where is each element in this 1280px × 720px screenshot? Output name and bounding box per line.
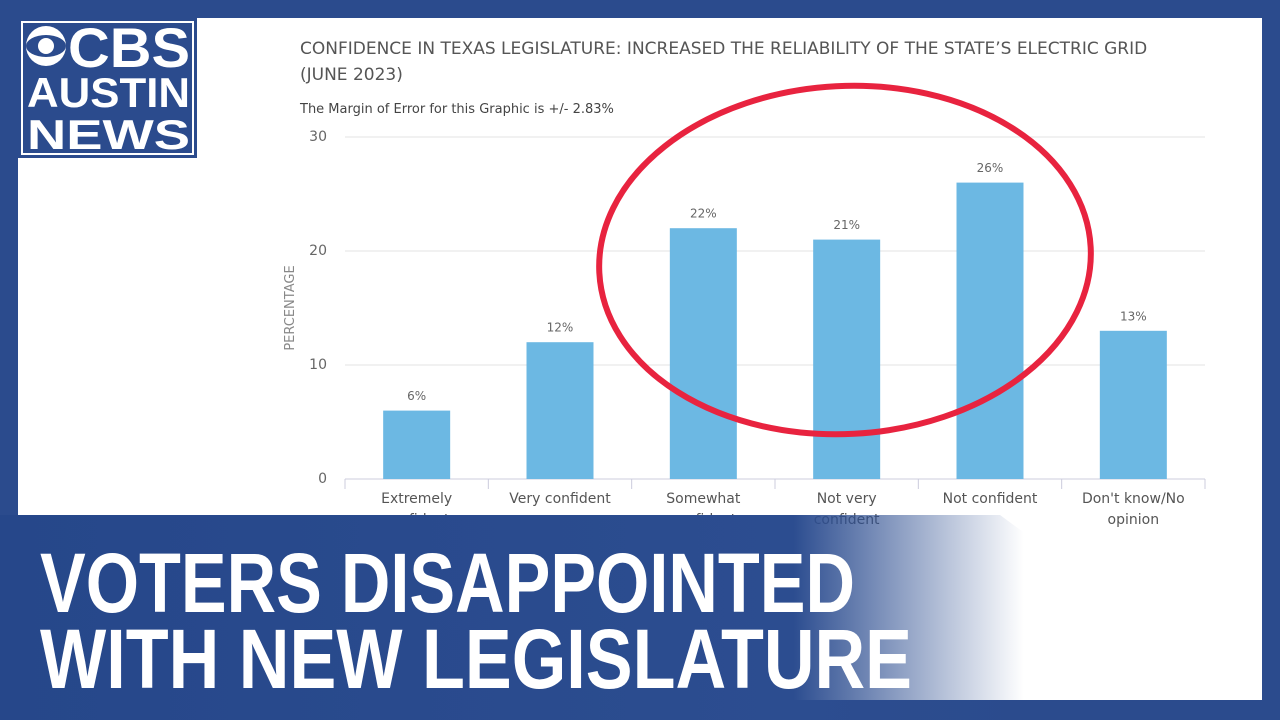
title-box: CONFIDENCE IN TEXAS LEGISLATURE: INCREAS… — [300, 39, 1148, 85]
y-tick-label: 30 — [309, 129, 327, 145]
value-label: 13% — [1120, 309, 1147, 323]
value-label: 12% — [547, 321, 574, 335]
bar — [526, 342, 594, 479]
logo-text: AUSTIN — [27, 69, 190, 116]
y-tick-label: 20 — [309, 243, 327, 259]
x-tick-label: Don't know/No opinion — [1081, 491, 1185, 528]
headline-line: WITH NEW LEGISLATURE — [40, 612, 912, 706]
y-tick-label: 0 — [318, 471, 327, 487]
value-label: 22% — [690, 207, 717, 221]
bar — [1099, 330, 1167, 479]
bar — [813, 239, 881, 479]
value-label: 26% — [977, 161, 1004, 175]
value-label: 21% — [833, 218, 860, 232]
cbs-eye — [26, 26, 66, 66]
chart-title: CONFIDENCE IN TEXAS LEGISLATURE: INCREAS… — [300, 39, 1148, 85]
highlight-circle — [596, 82, 1094, 438]
logo-border — [21, 21, 194, 155]
x-tick-label: Very confident — [509, 491, 611, 507]
bar — [383, 410, 451, 479]
logo-text: CBS — [68, 16, 190, 79]
bar — [669, 228, 737, 479]
x-label-box: Very confident — [509, 491, 611, 507]
x-tick-label: Not confident — [942, 491, 1038, 507]
chart-subtitle: The Margin of Error for this Graphic is … — [299, 102, 614, 117]
headline-band — [0, 515, 1280, 720]
y-tick-label: 10 — [309, 357, 327, 373]
value-label: 6% — [407, 389, 426, 403]
headline-line: VOTERS DISAPPOINTED — [40, 536, 855, 630]
x-label-box: Don't know/No opinion — [1081, 491, 1185, 528]
bar — [956, 182, 1024, 479]
logo-text: NEWS — [27, 111, 190, 158]
x-label-box: Not confident — [942, 491, 1038, 507]
y-axis-label: PERCENTAGE — [283, 265, 298, 350]
